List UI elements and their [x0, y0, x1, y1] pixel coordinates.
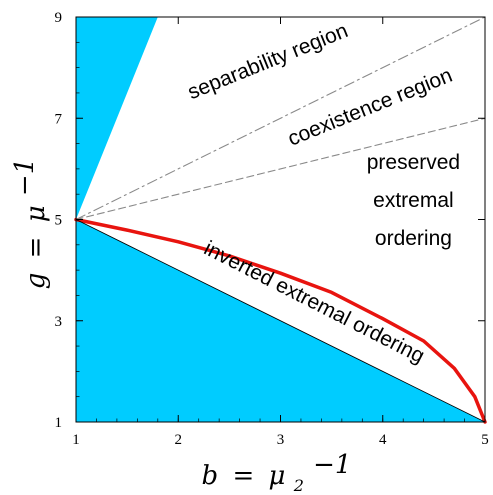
- annotation-preserved2: extremal: [373, 189, 454, 212]
- y-tick-label: 1: [55, 415, 63, 431]
- annotation-preserved1: preserved: [367, 151, 460, 174]
- y-tick-label: 3: [55, 314, 63, 330]
- x-axis-eq: =: [232, 461, 254, 491]
- annotation-separability: separability region: [185, 19, 352, 104]
- y-axis-var: g: [21, 273, 51, 290]
- y-axis-sym: μ: [21, 205, 51, 222]
- ticks-layer: 1 2 3 4 5 1 3 5 7 9: [55, 10, 489, 448]
- y-tick-label: 7: [55, 111, 63, 127]
- x-tick-label: 4: [379, 432, 387, 448]
- curve-dashed: [75, 117, 486, 221]
- x-axis-var: b: [202, 461, 219, 491]
- y-tick-label: 9: [55, 10, 63, 26]
- region-upper-wedge: [76, 17, 158, 220]
- lines-layer: [74, 16, 487, 424]
- y-axis-eq: =: [21, 237, 51, 259]
- x-tick-label: 1: [72, 432, 80, 448]
- annotation-preserved3: ordering: [375, 227, 452, 250]
- x-tick-label: 3: [277, 432, 285, 448]
- x-axis-sup: −1: [313, 450, 351, 480]
- x-axis-title: b = μ 2 −1: [202, 450, 352, 495]
- y-tick-label: 5: [55, 213, 63, 229]
- x-tick-label: 2: [175, 432, 183, 448]
- y-axis-title: g = μ −1: [10, 158, 51, 289]
- x-tick-label: 5: [481, 432, 489, 448]
- annotation-coexistence: coexistence region: [285, 64, 456, 151]
- y-axis-sup: −1: [10, 158, 40, 196]
- x-axis-sub: 2: [293, 476, 304, 495]
- curve-solid-thick: [74, 217, 487, 424]
- x-axis-sym: μ: [269, 461, 286, 491]
- curve-dashdot: [75, 16, 486, 221]
- curve-thin: [75, 219, 486, 423]
